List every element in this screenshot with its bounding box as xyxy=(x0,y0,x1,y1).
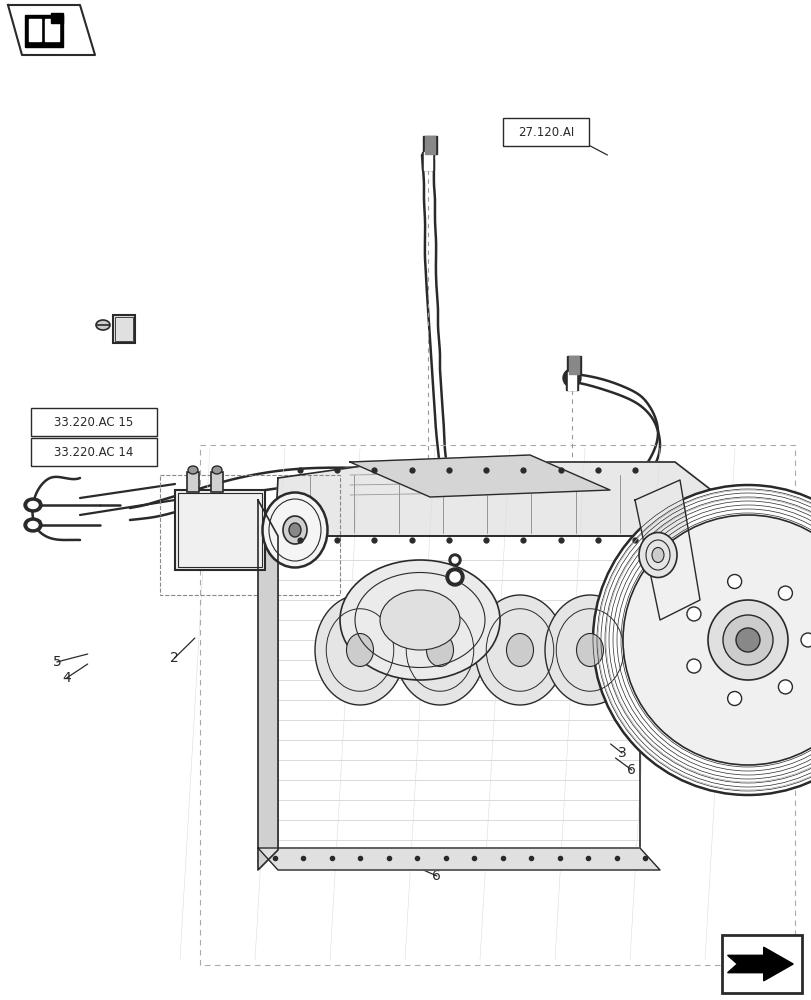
Ellipse shape xyxy=(727,575,740,589)
Bar xyxy=(31,438,157,466)
Ellipse shape xyxy=(28,502,38,508)
Polygon shape xyxy=(45,19,59,41)
Ellipse shape xyxy=(262,492,327,568)
Ellipse shape xyxy=(346,634,373,666)
Ellipse shape xyxy=(707,600,787,680)
Bar xyxy=(113,315,135,343)
Bar xyxy=(115,317,133,341)
Ellipse shape xyxy=(735,628,759,652)
Ellipse shape xyxy=(800,633,811,647)
Bar xyxy=(200,445,794,965)
Bar xyxy=(424,136,435,154)
Ellipse shape xyxy=(452,557,457,563)
Bar xyxy=(26,500,40,506)
Bar xyxy=(264,510,294,550)
Bar xyxy=(160,475,340,595)
Bar xyxy=(568,372,575,390)
Polygon shape xyxy=(277,536,639,850)
Bar xyxy=(178,493,262,567)
Ellipse shape xyxy=(445,568,463,586)
Ellipse shape xyxy=(380,590,460,650)
Bar xyxy=(423,152,431,170)
Bar xyxy=(211,472,223,492)
Polygon shape xyxy=(275,462,749,536)
Text: 4: 4 xyxy=(62,671,71,685)
Text: 33.220.AC 15: 33.220.AC 15 xyxy=(54,416,133,428)
Ellipse shape xyxy=(506,634,533,666)
Bar xyxy=(423,136,436,154)
Ellipse shape xyxy=(24,498,42,512)
Ellipse shape xyxy=(562,369,581,387)
Text: 33.220.AC 14: 33.220.AC 14 xyxy=(54,446,133,458)
Bar xyxy=(31,408,157,436)
Ellipse shape xyxy=(28,522,38,528)
Polygon shape xyxy=(258,500,277,870)
Text: 5: 5 xyxy=(53,655,61,669)
Ellipse shape xyxy=(544,595,634,705)
Text: 1: 1 xyxy=(227,538,235,552)
Ellipse shape xyxy=(686,659,700,673)
Text: 3: 3 xyxy=(617,746,625,760)
Ellipse shape xyxy=(576,634,603,666)
Ellipse shape xyxy=(592,485,811,795)
Ellipse shape xyxy=(394,595,484,705)
Bar xyxy=(422,152,433,170)
Polygon shape xyxy=(634,480,699,620)
Ellipse shape xyxy=(686,607,700,621)
Text: 6: 6 xyxy=(627,763,635,777)
Ellipse shape xyxy=(315,595,405,705)
Ellipse shape xyxy=(622,515,811,765)
Text: 6: 6 xyxy=(432,869,440,883)
Ellipse shape xyxy=(778,586,792,600)
Ellipse shape xyxy=(651,548,663,562)
Polygon shape xyxy=(350,455,609,497)
Ellipse shape xyxy=(449,572,460,582)
Ellipse shape xyxy=(722,615,772,665)
Bar xyxy=(566,356,581,374)
Bar xyxy=(569,356,578,374)
Polygon shape xyxy=(258,848,659,870)
Ellipse shape xyxy=(96,320,109,330)
Ellipse shape xyxy=(212,466,221,474)
Ellipse shape xyxy=(727,691,740,705)
Ellipse shape xyxy=(426,634,453,666)
Polygon shape xyxy=(29,19,41,41)
Ellipse shape xyxy=(638,532,676,578)
Ellipse shape xyxy=(340,560,500,680)
Bar xyxy=(175,490,264,570)
Ellipse shape xyxy=(188,466,198,474)
Ellipse shape xyxy=(778,680,792,694)
Ellipse shape xyxy=(283,516,307,544)
Bar xyxy=(503,118,588,146)
Polygon shape xyxy=(639,520,749,730)
Ellipse shape xyxy=(448,554,461,566)
Bar xyxy=(26,520,40,526)
Bar xyxy=(565,372,577,390)
Text: 3: 3 xyxy=(423,851,431,865)
Text: 27.120.AI: 27.120.AI xyxy=(517,125,573,138)
Ellipse shape xyxy=(474,595,564,705)
Ellipse shape xyxy=(566,373,577,383)
Ellipse shape xyxy=(24,518,42,532)
Text: 2: 2 xyxy=(170,651,178,665)
Ellipse shape xyxy=(289,523,301,537)
Polygon shape xyxy=(8,5,95,55)
Polygon shape xyxy=(727,947,792,981)
Polygon shape xyxy=(51,13,63,23)
Bar xyxy=(721,935,801,993)
Polygon shape xyxy=(25,15,63,47)
Bar xyxy=(639,590,754,655)
Bar xyxy=(187,472,199,492)
